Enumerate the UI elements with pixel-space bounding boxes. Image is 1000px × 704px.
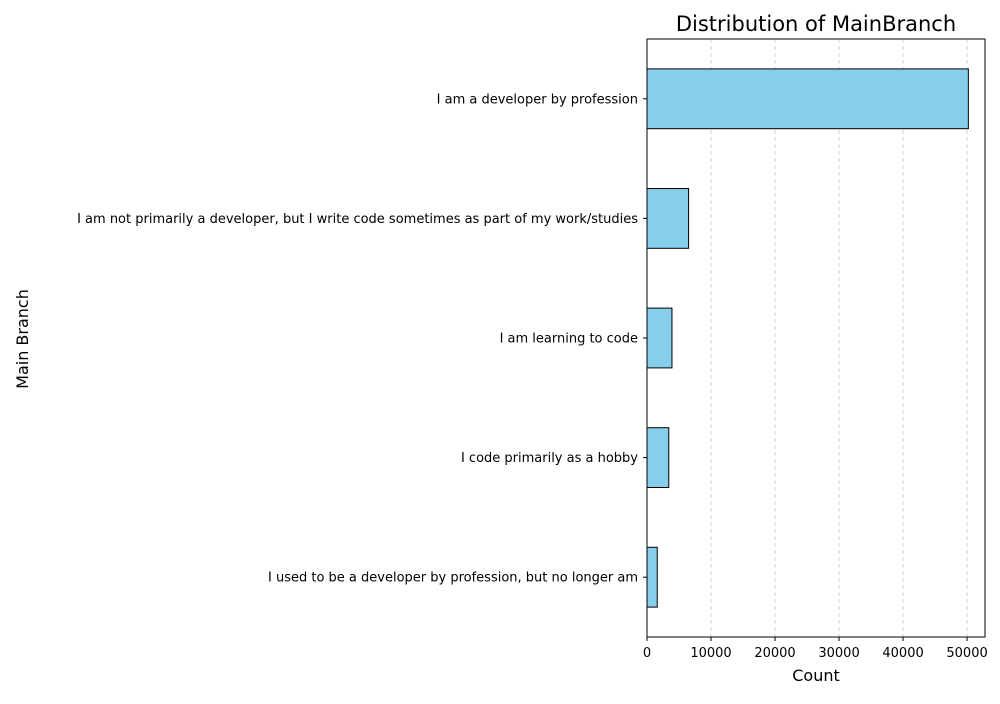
y-tick-label: I code primarily as a hobby <box>461 451 638 466</box>
x-axis-label: Count <box>792 666 840 685</box>
plot-frame <box>646 38 986 638</box>
bar <box>646 546 658 608</box>
bar <box>646 68 969 130</box>
y-axis-ticks: I am a developer by profession I am not p… <box>77 92 647 586</box>
y-axis-label: Main Branch <box>13 289 32 389</box>
bar <box>646 188 690 249</box>
bar <box>646 307 673 369</box>
x-tick-label: 50000 <box>946 646 987 661</box>
x-tick-label: 0 <box>643 646 651 661</box>
bar <box>646 427 670 489</box>
y-tick-label: I used to be a developer by profession, … <box>268 571 638 586</box>
x-tick-label: 40000 <box>882 646 923 661</box>
y-tick-label: I am a developer by profession <box>437 92 638 107</box>
chart-title: Distribution of MainBranch <box>676 12 956 36</box>
x-tick-label: 20000 <box>754 646 795 661</box>
x-tick-label: 30000 <box>818 646 859 661</box>
y-tick-label: I am learning to code <box>500 332 638 347</box>
y-tick-label: I am not primarily a developer, but I wr… <box>77 212 638 227</box>
bars <box>646 68 969 608</box>
x-axis-ticks: 0 10000 20000 30000 40000 50000 <box>643 637 988 661</box>
x-tick-label: 10000 <box>690 646 731 661</box>
